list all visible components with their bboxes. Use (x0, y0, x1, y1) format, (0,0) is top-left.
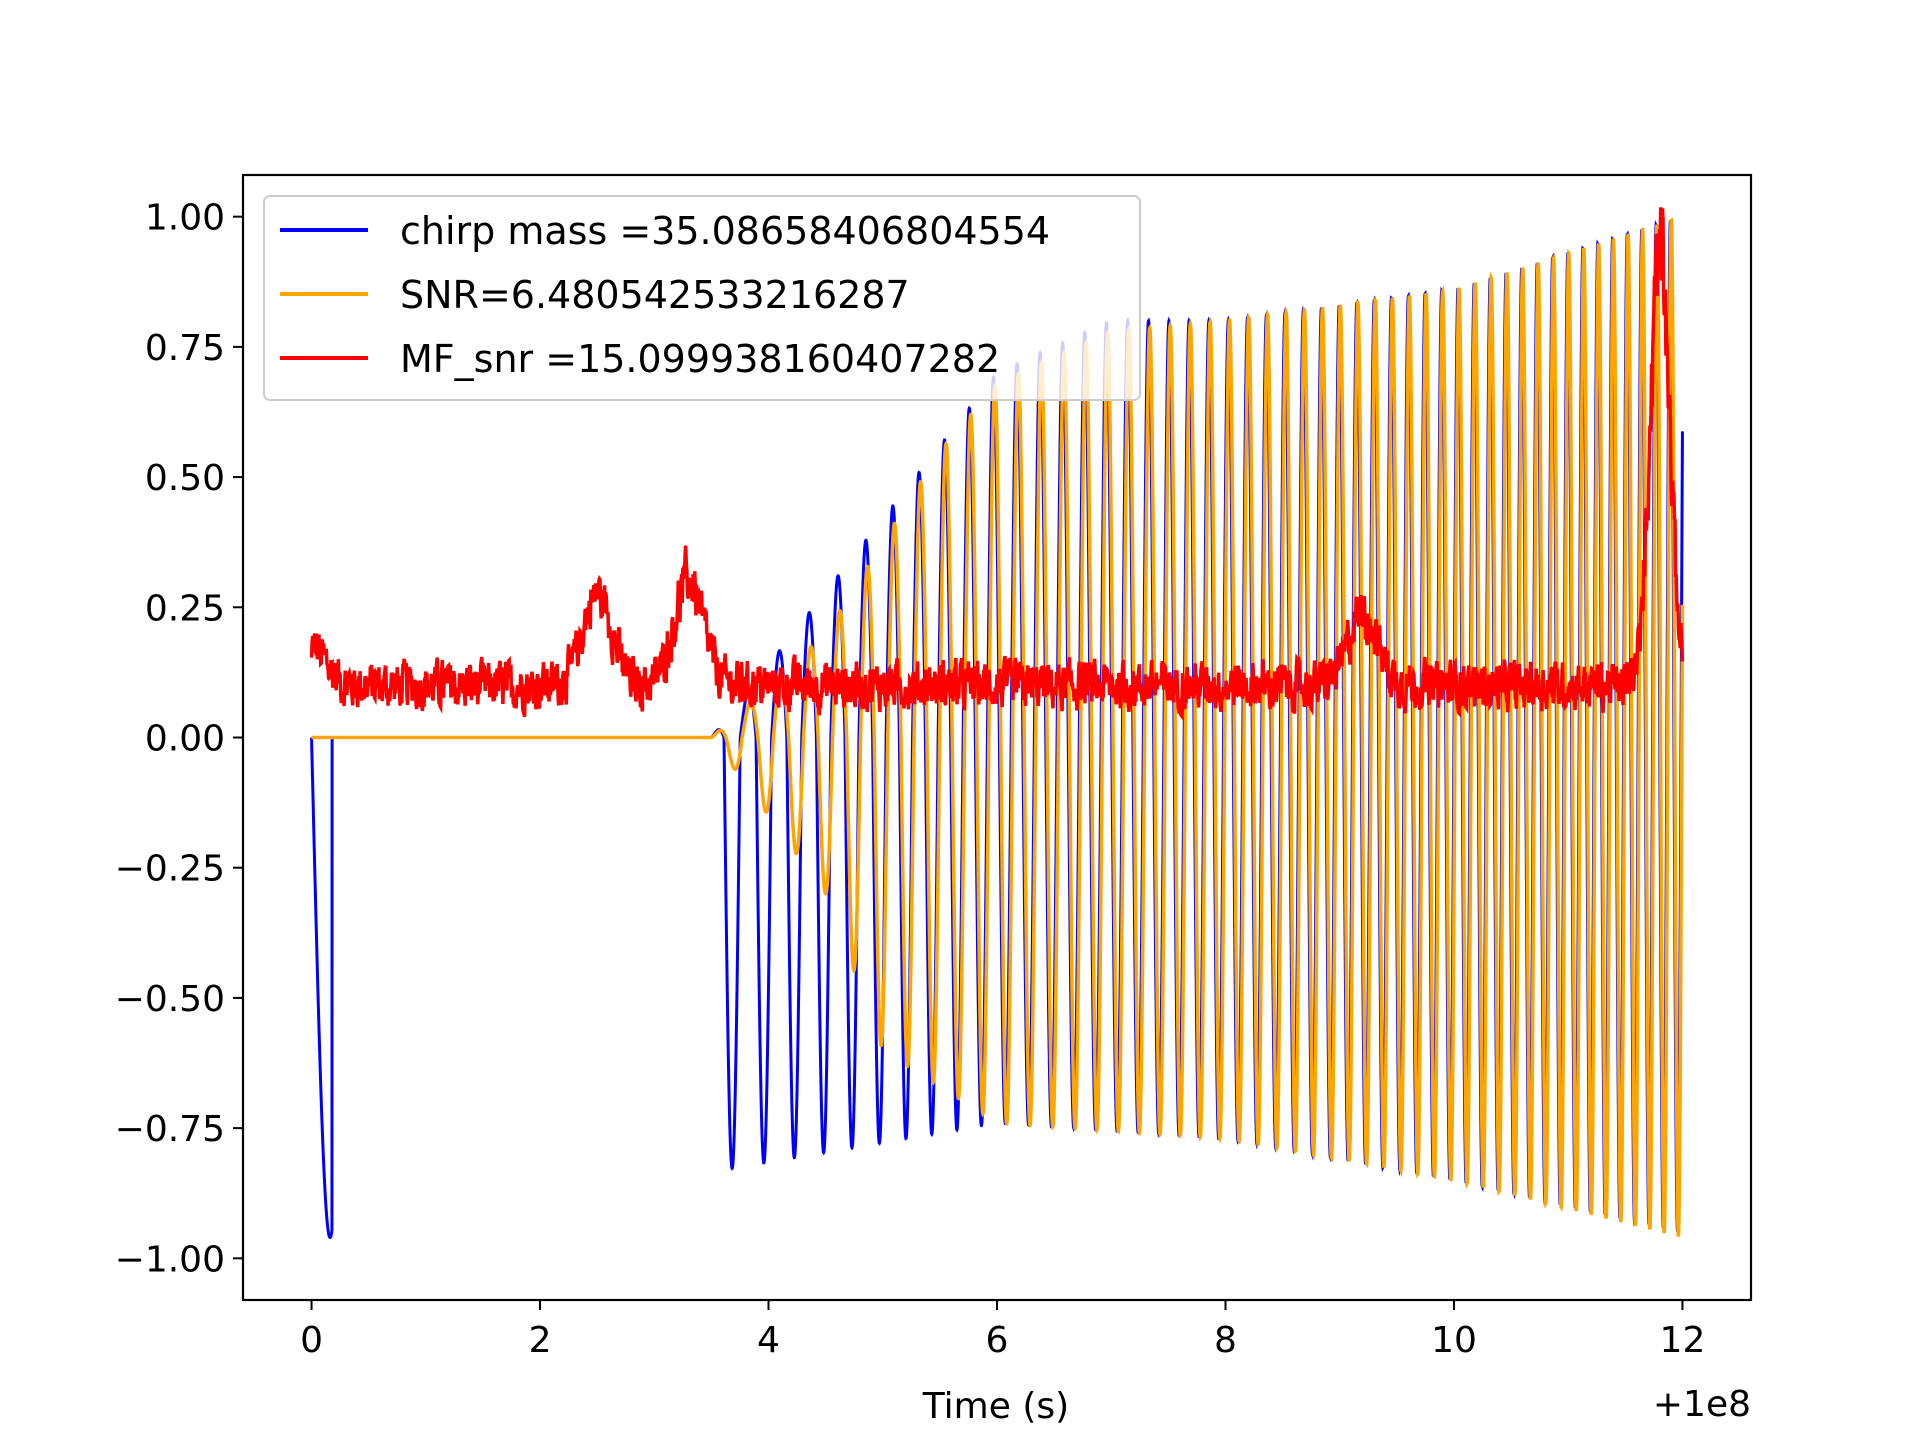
x-tick-label: 6 (986, 1320, 1009, 1361)
series-layer (309, 207, 1685, 1240)
y-axis-ticks: 1.00 0.75 0.50 0.25 0.00 −0.25 −0.50 −0.75 −1.00 (115, 198, 243, 1280)
y-tick-label: −0.50 (115, 979, 225, 1020)
series-line-mf-snr (309, 207, 1685, 721)
legend-entry-snr: SNR=6.480542533216287 (400, 273, 910, 317)
y-tick-label: 0.50 (145, 458, 225, 499)
legend-entry-mf-snr: MF_snr =15.099938160407282 (400, 337, 1000, 381)
y-tick-label: 0.00 (145, 719, 225, 760)
y-tick-label: −1.00 (115, 1239, 225, 1280)
x-axis-label: Time (s) (922, 1386, 1069, 1427)
x-axis-ticks: 0 2 4 6 8 10 12 (300, 1300, 1705, 1361)
x-tick-label: 10 (1431, 1320, 1477, 1361)
y-tick-label: −0.75 (115, 1109, 225, 1150)
y-tick-label: −0.25 (115, 849, 225, 890)
legend-entry-chirp-mass: chirp mass =35.08658406804554 (400, 209, 1050, 253)
x-tick-label: 12 (1660, 1320, 1706, 1361)
y-tick-label: 0.25 (145, 588, 225, 629)
y-tick-label: 0.75 (145, 328, 225, 369)
x-offset-label: +1e8 (1653, 1384, 1751, 1425)
x-tick-label: 8 (1214, 1320, 1237, 1361)
x-tick-label: 4 (757, 1320, 780, 1361)
legend: chirp mass =35.08658406804554 SNR=6.4805… (263, 195, 1141, 401)
legend-box (263, 195, 1141, 401)
series-line-snr (311, 217, 1685, 1237)
y-tick-label: 1.00 (145, 198, 225, 239)
x-tick-label: 0 (300, 1320, 323, 1361)
x-tick-label: 2 (529, 1320, 552, 1361)
